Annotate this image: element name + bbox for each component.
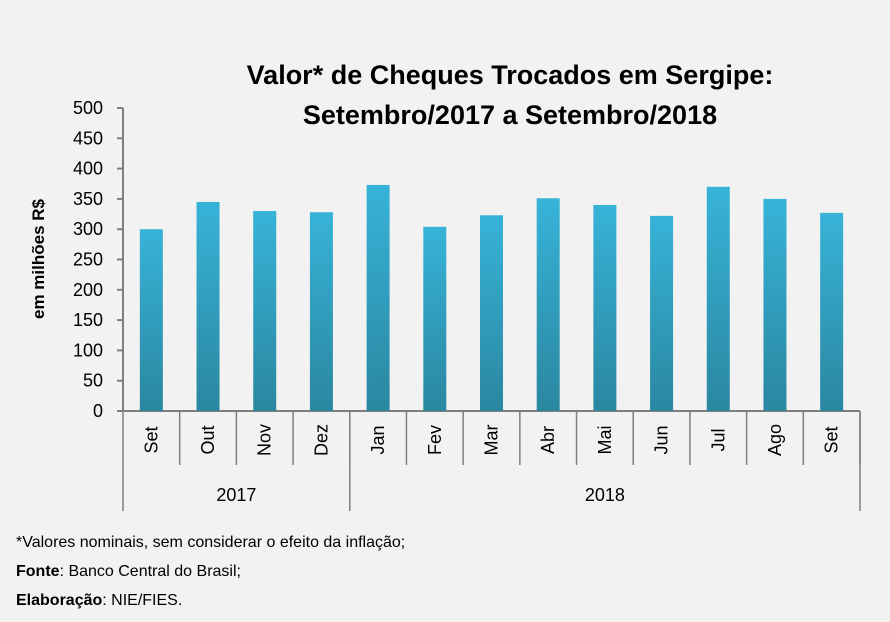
bar — [366, 184, 390, 411]
source-label: Fonte — [16, 563, 60, 580]
y-tick-label: 0 — [93, 401, 103, 421]
x-tick-label: Set — [822, 426, 842, 453]
bar — [423, 226, 447, 411]
x-tick-label: Set — [141, 426, 161, 453]
bar — [196, 201, 220, 411]
y-axis-label: em milhões R$ — [29, 198, 48, 319]
x-tick-label: Nov — [255, 424, 275, 456]
note-inflation: *Valores nominais, sem considerar o efei… — [16, 534, 406, 551]
y-tick-label: 350 — [73, 189, 103, 209]
y-tick-label: 50 — [83, 371, 103, 391]
chart-title-line2: Setembro/2017 a Setembro/2018 — [302, 100, 718, 130]
chart-notes: *Valores nominais, sem considerar o efei… — [16, 528, 405, 615]
group-label: 2018 — [585, 485, 625, 505]
chart-title: Valor* de Cheques Trocados em Sergipe: S… — [150, 55, 870, 135]
note-source: Fonte: Banco Central do Brasil; — [16, 557, 405, 586]
bar — [309, 212, 333, 411]
x-tick-label: Fev — [425, 425, 445, 455]
bar — [820, 212, 844, 411]
x-tick-label: Jul — [708, 428, 728, 451]
bar — [536, 198, 560, 411]
x-tick-label: Jan — [368, 425, 388, 454]
y-tick-label: 500 — [73, 98, 103, 118]
x-tick-label: Jun — [652, 425, 672, 454]
y-tick-label: 250 — [73, 250, 103, 270]
bar — [139, 229, 163, 411]
y-tick-label: 200 — [73, 280, 103, 300]
x-tick-label: Dez — [311, 424, 331, 456]
bar — [593, 204, 617, 411]
y-tick-label: 300 — [73, 219, 103, 239]
elaboration-text: : NIE/FIES. — [102, 592, 183, 609]
group-label: 2017 — [216, 485, 256, 505]
x-tick-label: Abr — [538, 426, 558, 454]
y-tick-label: 400 — [73, 159, 103, 179]
bar — [480, 215, 503, 411]
chart-title-line1: Valor* de Cheques Trocados em Sergipe: — [246, 60, 774, 90]
x-tick-label: Out — [198, 425, 218, 454]
x-tick-label: Mar — [482, 424, 502, 455]
bar — [650, 215, 674, 411]
note-elaboration: Elaboração: NIE/FIES. — [16, 586, 405, 615]
bar — [706, 186, 730, 411]
y-tick-label: 100 — [73, 340, 103, 360]
y-tick-label: 450 — [73, 128, 103, 148]
x-tick-label: Mai — [595, 425, 615, 454]
source-text: : Banco Central do Brasil; — [59, 563, 241, 580]
x-tick-label: Ago — [765, 424, 785, 456]
y-tick-label: 150 — [73, 310, 103, 330]
elaboration-label: Elaboração — [16, 592, 103, 609]
bar — [253, 211, 277, 411]
bar — [763, 198, 787, 411]
